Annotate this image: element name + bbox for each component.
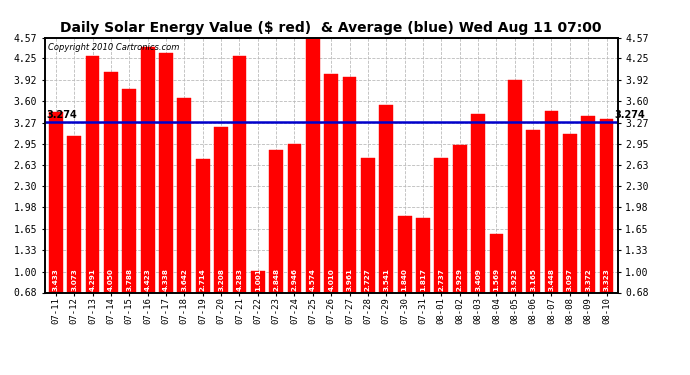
Text: 3.541: 3.541 [383, 268, 389, 291]
Bar [380, 105, 393, 292]
Text: 4.291: 4.291 [90, 268, 96, 291]
Text: 3.788: 3.788 [126, 268, 132, 291]
Bar [104, 72, 118, 292]
Text: Copyright 2010 Cartronics.com: Copyright 2010 Cartronics.com [48, 43, 179, 52]
Text: 3.409: 3.409 [475, 268, 481, 291]
Text: 3.073: 3.073 [71, 268, 77, 291]
Text: 2.737: 2.737 [438, 268, 444, 291]
Text: 3.642: 3.642 [181, 268, 188, 291]
Text: 2.714: 2.714 [199, 268, 206, 291]
Text: 3.097: 3.097 [566, 268, 573, 291]
Bar [435, 158, 448, 292]
Text: 1.840: 1.840 [402, 268, 408, 291]
Bar [489, 234, 503, 292]
Bar [177, 98, 191, 292]
Text: 3.448: 3.448 [549, 268, 555, 291]
Bar [306, 37, 319, 292]
Bar [196, 159, 210, 292]
Bar [361, 158, 375, 292]
Text: 2.946: 2.946 [291, 268, 297, 291]
Bar [288, 144, 302, 292]
Bar [214, 127, 228, 292]
Text: 2.929: 2.929 [457, 268, 463, 291]
Text: 4.574: 4.574 [310, 268, 316, 291]
Bar [397, 216, 411, 292]
Text: 3.372: 3.372 [585, 268, 591, 291]
Bar [563, 134, 577, 292]
Bar [453, 145, 466, 292]
Text: 4.050: 4.050 [108, 268, 114, 291]
Text: 1.001: 1.001 [255, 268, 261, 291]
Text: 3.923: 3.923 [512, 268, 518, 291]
Text: 2.848: 2.848 [273, 268, 279, 291]
Text: 4.283: 4.283 [237, 268, 242, 291]
Bar [416, 218, 430, 292]
Text: 4.338: 4.338 [163, 268, 169, 291]
Text: 3.208: 3.208 [218, 268, 224, 291]
Bar [233, 56, 246, 292]
Text: 2.727: 2.727 [365, 268, 371, 291]
Bar [86, 56, 99, 292]
Text: 3.165: 3.165 [530, 268, 536, 291]
Text: 4.423: 4.423 [145, 268, 150, 291]
Bar [581, 116, 595, 292]
Bar [141, 47, 155, 292]
Title: Daily Solar Energy Value ($ red)  & Average (blue) Wed Aug 11 07:00: Daily Solar Energy Value ($ red) & Avera… [61, 21, 602, 35]
Text: 3.433: 3.433 [53, 268, 59, 291]
Bar [122, 89, 136, 292]
Text: 3.323: 3.323 [604, 268, 609, 291]
Bar [526, 130, 540, 292]
Text: 1.817: 1.817 [420, 268, 426, 291]
Bar [471, 114, 485, 292]
Bar [324, 74, 338, 292]
Bar [343, 77, 357, 292]
Bar [544, 111, 558, 292]
Bar [68, 136, 81, 292]
Bar [269, 150, 283, 292]
Text: 3.274: 3.274 [47, 110, 77, 120]
Text: 1.569: 1.569 [493, 268, 500, 291]
Bar [49, 112, 63, 292]
Text: 3.961: 3.961 [346, 268, 353, 291]
Bar [251, 272, 265, 292]
Bar [159, 53, 173, 292]
Bar [508, 80, 522, 292]
Text: 3.274: 3.274 [614, 110, 644, 120]
Text: 4.010: 4.010 [328, 268, 334, 291]
Bar [600, 119, 613, 292]
